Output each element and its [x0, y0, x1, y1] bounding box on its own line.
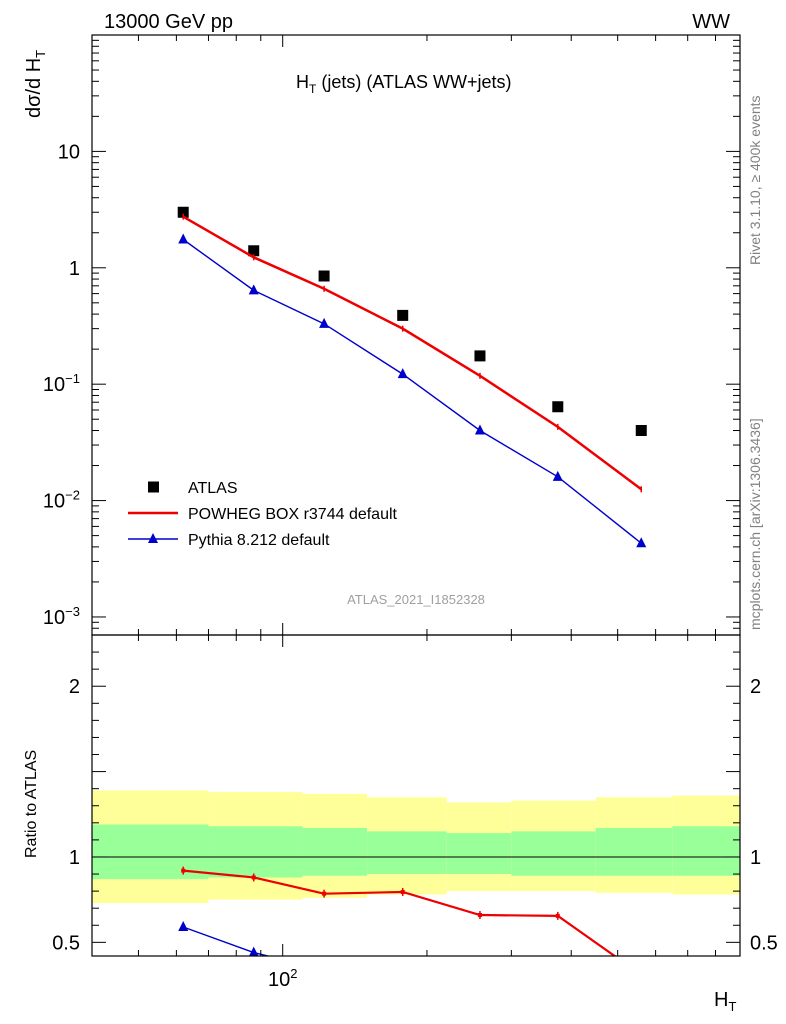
ratio-series-line [183, 869, 617, 956]
main-ylabel-main: dσ/d H [23, 58, 45, 118]
data-point [636, 537, 647, 548]
analysis-id-label: ATLAS_2021_I1852328 [347, 592, 485, 607]
rivet-side-label: Rivet 3.1.10, ≥ 400k events [747, 95, 763, 265]
ratio-point [319, 964, 329, 974]
data-point [397, 309, 409, 321]
y-tick-label: 1 [69, 258, 80, 280]
data-point [397, 368, 408, 379]
x-tick-label-base: 10 [268, 969, 290, 991]
data-point [177, 206, 189, 218]
header-right-label: WW [692, 11, 730, 33]
ratio-green-band [208, 826, 303, 878]
legend-marker [148, 481, 159, 493]
legend-label: Pythia 8.212 default [188, 532, 330, 549]
data-point [474, 424, 485, 435]
y-tick-label-exp: −1 [65, 371, 80, 386]
ratio-green-band [672, 826, 740, 876]
x-tick-label-exp: 2 [290, 966, 297, 981]
data-point [178, 233, 189, 244]
legend-marker [148, 533, 158, 543]
x-axis-label: HT [714, 989, 736, 1014]
main-ylabel: dσ/d HT [23, 50, 48, 118]
main-series-1 [182, 213, 643, 493]
legend-entry-1: POWHEG BOX r3744 default [128, 506, 398, 523]
ratio-series-0 [181, 866, 671, 996]
data-point [552, 470, 563, 481]
mcplots-side-label: mcplots.cern.ch [arXiv:1306.3436] [747, 418, 763, 630]
y-tick-label-base: 10 [43, 491, 65, 513]
y-tick-label-base: 10 [43, 374, 65, 396]
main-series-0 [177, 206, 647, 437]
y-tick-label-exp: −3 [65, 604, 80, 619]
ratio-point [398, 970, 408, 980]
y-tick-label: 10−3 [43, 604, 80, 629]
ratio-point [249, 946, 259, 956]
ratio-point [639, 973, 643, 977]
main-series-2 [178, 233, 647, 548]
ratio-y-tick-label-right: 2 [750, 676, 761, 698]
data-point [318, 270, 330, 282]
y-tick-label-exp: −2 [65, 488, 80, 503]
ratio-series-line [182, 926, 271, 956]
data-point [635, 425, 647, 437]
y-tick-label: 10 [58, 141, 80, 163]
x-tick-label: 102 [268, 966, 297, 991]
y-tick-label: 10−1 [43, 371, 80, 396]
y-tick-label: 10−2 [43, 488, 80, 513]
x-axis-label-sub: T [728, 999, 736, 1014]
data-point [248, 245, 260, 257]
ratio-green-band [367, 831, 447, 875]
x-axis-label-main: H [714, 989, 728, 1011]
data-point [474, 350, 486, 362]
ratio-series-1 [178, 920, 408, 980]
y-tick-label-base: 10 [58, 141, 80, 163]
ratio-green-band [92, 824, 209, 880]
main-title-rest: (jets) (ATLAS WW+jets) [316, 72, 511, 92]
legend-entry-2: Pythia 8.212 default [128, 532, 330, 549]
ratio-y-tick-label: 2 [69, 676, 80, 698]
main-title-sub: T [309, 82, 317, 96]
legend-label: POWHEG BOX r3744 default [188, 506, 398, 523]
ratio-ylabel: Ratio to ATLAS [23, 750, 40, 858]
ratio-y-tick-label: 0.5 [52, 932, 80, 954]
ratio-frame [91, 634, 741, 957]
header-left-label: 13000 GeV pp [104, 11, 233, 33]
legend-label: ATLAS [188, 480, 238, 497]
legend: ATLAS POWHEG BOX r3744 default Pythia 8.21… [128, 480, 398, 549]
series-line [182, 215, 643, 491]
ratio-point [178, 920, 189, 931]
y-tick-label-base: 1 [69, 258, 80, 280]
main-title-main: H [296, 72, 309, 92]
main-title: HT (jets) (ATLAS WW+jets) [296, 72, 512, 96]
data-point [248, 284, 259, 295]
ratio-y-tick-label-right: 1 [750, 847, 761, 869]
main-ylabel-sub: T [33, 50, 48, 58]
ratio-y-tick-label-right: 0.5 [750, 932, 778, 954]
y-tick-label-base: 10 [43, 607, 65, 629]
data-point [552, 401, 564, 413]
series-line [182, 238, 642, 544]
ratio-green-band [446, 833, 512, 875]
ratio-point [667, 992, 671, 996]
ratio-green-band [511, 831, 596, 876]
data-point [319, 317, 330, 328]
ratio-y-tick-label: 1 [69, 847, 80, 869]
legend-entry-0: ATLAS [148, 480, 238, 497]
ratio-green-band [595, 827, 673, 876]
ratio-green-band [302, 827, 368, 876]
